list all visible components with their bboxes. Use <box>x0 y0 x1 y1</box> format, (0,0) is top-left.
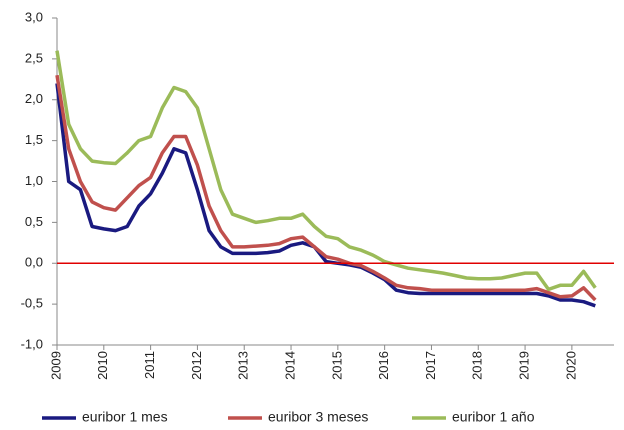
y-tick-label: -0,5 <box>21 296 43 311</box>
series-line <box>55 50 597 292</box>
series-line <box>55 83 596 308</box>
x-tick-label: 2017 <box>423 351 438 380</box>
x-tick-label: 2012 <box>189 351 204 380</box>
y-tick-label: 1,5 <box>25 132 43 147</box>
y-tick-label: 2,5 <box>25 50 43 65</box>
series-line <box>55 74 597 302</box>
y-tick-label: 0,0 <box>25 255 43 270</box>
x-tick-label: 2010 <box>95 351 110 380</box>
y-tick-label: 1,0 <box>25 173 43 188</box>
x-tick-label: 2009 <box>48 351 63 380</box>
x-tick-label: 2019 <box>517 351 532 380</box>
x-tick-label: 2016 <box>376 351 391 380</box>
y-tick-label: 3,0 <box>25 9 43 24</box>
x-tick-label: 2018 <box>470 351 485 380</box>
y-tick-label: 0,5 <box>25 214 43 229</box>
legend-label: euribor 3 meses <box>268 409 368 425</box>
y-tick-label: -1,0 <box>21 336 43 351</box>
x-tick-label: 2020 <box>563 351 578 380</box>
x-tick-label: 2015 <box>329 351 344 380</box>
legend: euribor 1 mes euribor 3 meses euribor 1 añ… <box>42 409 535 425</box>
y-tick-label: 2,0 <box>25 91 43 106</box>
x-tick-label: 2011 <box>142 351 157 379</box>
x-tick-label: 2013 <box>236 351 251 380</box>
legend-label: euribor 1 mes <box>82 409 168 425</box>
legend-label: euribor 1 año <box>452 409 535 425</box>
x-tick-label: 2014 <box>282 351 297 380</box>
